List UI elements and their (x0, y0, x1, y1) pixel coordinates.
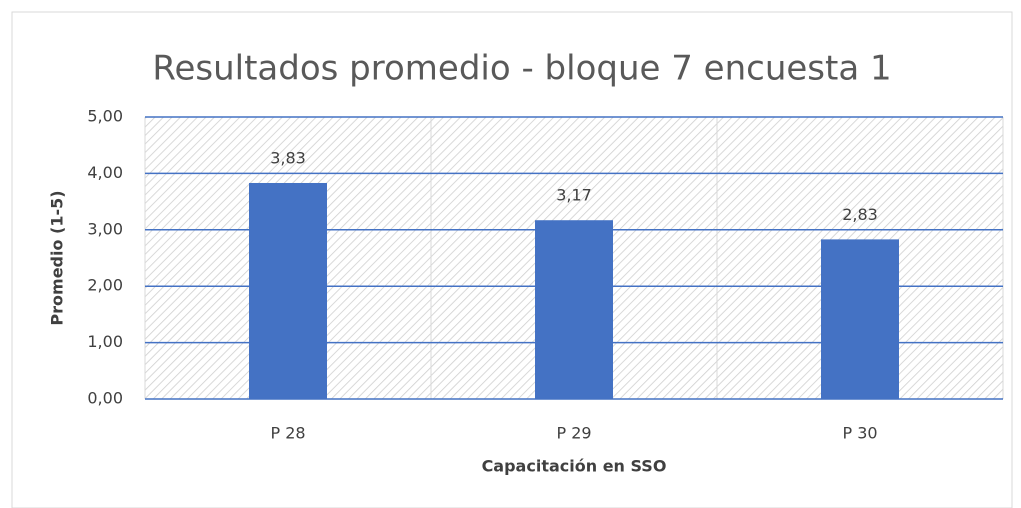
x-tick-label: P 30 (842, 424, 877, 443)
y-tick-label: 5,00 (87, 107, 123, 126)
y-tick-label: 0,00 (87, 389, 123, 408)
x-tick-label: P 28 (270, 424, 305, 443)
y-tick-label: 1,00 (87, 332, 123, 351)
chart-title: Resultados promedio - bloque 7 encuesta … (152, 49, 891, 89)
data-label: 2,83 (842, 205, 878, 224)
bar (535, 220, 613, 399)
y-axis-label: Promedio (1-5) (48, 190, 67, 325)
x-tick-label: P 29 (556, 424, 591, 443)
y-tick-label: 4,00 (87, 163, 123, 182)
data-label: 3,83 (270, 148, 306, 167)
x-axis-label: Capacitación en SSO (482, 457, 667, 476)
data-label: 3,17 (556, 186, 592, 205)
y-tick-label: 2,00 (87, 276, 123, 295)
bar (249, 182, 327, 399)
bar (821, 239, 899, 399)
y-tick-label: 3,00 (87, 219, 123, 238)
